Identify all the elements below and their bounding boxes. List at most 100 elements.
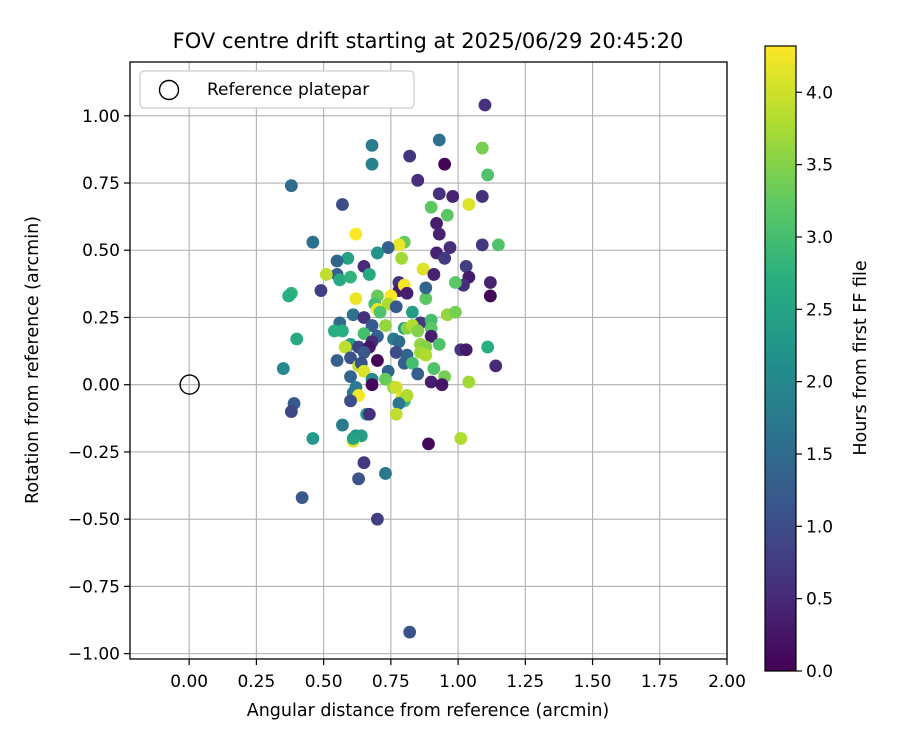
data-point [381,241,395,254]
data-point [478,98,492,112]
legend: Reference platepar [139,70,415,109]
data-point [341,251,355,265]
data-point [427,362,441,375]
colorbar-tick-label: 2.5 [806,300,833,320]
x-axis-ticks: 0.00 0.25 0.50 0.75 1.00 1.25 1.50 1.75 2.00 [170,659,746,692]
data-point [432,187,446,201]
x-axis-label: Angular distance from reference (arcmin) [247,701,610,721]
data-point [430,216,443,230]
data-point [276,362,290,375]
data-point [306,432,320,445]
data-point [427,268,441,281]
data-point [346,308,360,322]
data-point [362,407,376,421]
data-point [344,270,357,284]
data-point [411,324,425,338]
colorbar-tick-label: 2.0 [806,373,833,393]
data-point [357,456,371,470]
reference-marker [179,374,200,395]
legend-box [139,70,415,109]
y-tick-label: 0.75 [82,174,120,194]
data-point [282,289,296,303]
data-point [338,340,352,354]
data-point [422,437,435,451]
colorbar: 0.0 0.5 1.0 1.5 2.0 2.5 3.0 3.5 4.0 Hours from f… [764,45,871,682]
data-point [481,168,495,182]
data-point [362,268,376,281]
data-point [424,329,438,343]
data-point [290,332,304,346]
data-point [389,407,403,421]
chart-title: FOV centre drift starting at 2025/06/29 … [173,29,684,53]
x-tick-label: 0.75 [372,672,410,692]
x-tick-label: 0.25 [237,672,275,692]
data-point [365,138,379,152]
data-point [475,141,489,155]
data-point [344,370,357,384]
data-point [403,625,417,639]
data-point [424,200,438,214]
data-point [483,289,497,303]
x-tick-label: 1.75 [641,672,679,692]
data-point [336,418,349,432]
data-point [432,133,446,147]
data-point [330,354,344,367]
x-tick-label: 2.00 [708,672,746,692]
data-point [489,359,503,373]
data-point [395,251,409,265]
data-point [405,305,419,319]
data-point [438,251,452,265]
y-tick-label: −0.50 [68,510,120,530]
data-point [371,246,384,260]
colorbar-gradient [764,45,797,672]
y-axis-label: Rotation from reference (arcmin) [23,216,43,504]
data-point [475,190,489,203]
x-tick-label: 0.00 [170,672,208,692]
colorbar-tick-label: 3.0 [806,228,833,248]
data-point [400,389,414,402]
data-point [295,491,309,505]
data-point [440,208,454,222]
data-point [492,238,505,252]
data-point [379,319,392,332]
data-point [435,378,449,392]
y-tick-label: 0.00 [82,376,120,396]
data-point [365,378,379,392]
data-point [357,327,371,341]
x-tick-label: 1.25 [506,672,544,692]
data-point [389,346,403,359]
data-point [349,227,363,241]
y-tick-label: 1.00 [82,107,120,127]
data-point [365,319,379,332]
data-point [462,198,476,211]
data-point [448,276,462,289]
y-axis-ticks: −1.00 −0.75 −0.50 −0.25 0.00 0.25 0.50 0.75 1.00 [68,107,130,665]
data-point [400,286,414,300]
data-point [352,472,365,486]
data-point [392,238,406,252]
data-point [411,173,425,187]
data-point [424,375,438,389]
data-point [481,340,495,354]
data-point [349,292,363,306]
data-point [443,241,457,254]
data-point [454,432,468,445]
data-point [392,335,406,349]
data-point [373,305,387,319]
data-point [432,337,446,351]
x-tick-label: 1.00 [439,672,477,692]
data-point [379,372,392,386]
data-points [276,98,505,639]
data-point [419,348,433,362]
x-tick-label: 1.50 [574,672,612,692]
colorbar-tick-label: 0.0 [806,662,833,682]
y-tick-label: 0.50 [82,241,120,261]
data-point [306,235,320,249]
data-point [344,394,357,408]
data-point [459,343,473,357]
data-point [392,397,406,410]
y-tick-label: −0.25 [68,443,120,463]
colorbar-tick-label: 3.5 [806,156,833,176]
data-point [357,311,371,324]
plot-frame [129,61,728,660]
